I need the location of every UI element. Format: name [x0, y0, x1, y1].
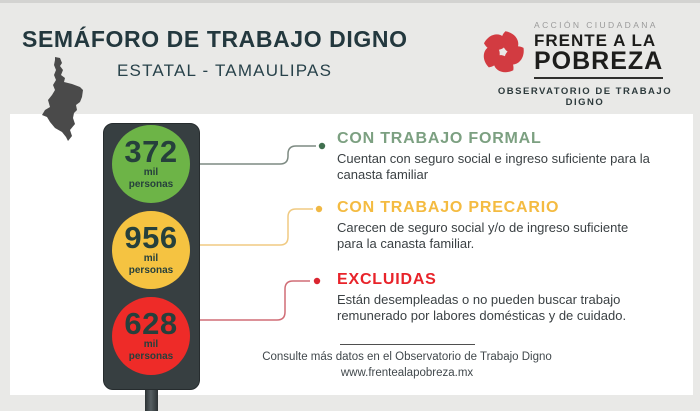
top-edge-strip [0, 0, 700, 3]
section-con-trabajo-precario: CON TRABAJO PRECARIO Carecen de seguro s… [337, 200, 677, 251]
section-con-trabajo-formal: CON TRABAJO FORMAL Cuentan con seguro so… [337, 131, 677, 182]
tamaulipas-map-icon [42, 57, 83, 141]
footer: Consulte más datos en el Observatorio de… [242, 344, 572, 379]
section-body-formal-line2: canasta familiar [337, 166, 429, 182]
pinwheel-logo-icon [483, 31, 524, 73]
red-light-unit1: mil [143, 339, 159, 350]
section-excluidas: EXCLUIDAS Están desempleadas o no pueden… [337, 272, 677, 323]
yellow-light-unit2: personas [128, 264, 174, 276]
green-light-unit1: mil [143, 167, 159, 178]
section-body-precario-line1: Carecen de seguro social y/o de ingreso … [337, 220, 629, 235]
logo-observatory-label: OBSERVATORIO DE TRABAJO DIGNO [497, 86, 673, 108]
red-light: 628 mil personas [112, 297, 190, 375]
section-heading-excluidas: EXCLUIDAS [337, 271, 437, 288]
yellow-light-value: 956 [124, 220, 178, 255]
section-body-excluidas-line1: Están desempleadas o no pueden buscar tr… [337, 292, 621, 307]
footer-url-link[interactable]: www.frentealapobreza.mx [340, 367, 474, 379]
section-body-formal-line1: Cuentan con seguro social e ingreso sufi… [337, 151, 650, 166]
section-heading-precario: CON TRABAJO PRECARIO [337, 199, 560, 216]
traffic-light-pole [145, 390, 158, 411]
section-body-excluidas: Están desempleadas o no pueden buscar tr… [337, 292, 677, 323]
red-light-value: 628 [124, 306, 178, 341]
footer-divider [339, 344, 475, 345]
green-light-unit2: personas [128, 178, 174, 190]
section-body-excluidas-line2: remunerado por labores domésticas y de c… [337, 307, 627, 323]
yellow-light-unit1: mil [143, 253, 159, 264]
yellow-light: 956 mil personas [112, 211, 190, 289]
footer-note: Consulte más datos en el Observatorio de… [262, 351, 552, 363]
section-heading-formal: CON TRABAJO FORMAL [337, 130, 542, 147]
logo-name-line2: POBREZA [534, 46, 664, 75]
logo-top-label: ACCIÓN CIUDADANA [534, 20, 658, 30]
section-body-precario: Carecen de seguro social y/o de ingreso … [337, 220, 677, 251]
logo-text-block: ACCIÓN CIUDADANA FRENTE A LA POBREZA [534, 20, 664, 79]
page-subtitle: ESTATAL - TAMAULIPAS [117, 61, 333, 80]
logo-frente-a-la-pobreza: ACCIÓN CIUDADANA FRENTE A LA POBREZA OBS… [479, 20, 691, 108]
green-light: 372 mil personas [112, 125, 190, 203]
section-body-precario-line2: para la canasta familiar. [337, 235, 475, 251]
section-body-formal: Cuentan con seguro social e ingreso sufi… [337, 151, 677, 182]
logo-name-line1: FRENTE A LA [534, 31, 657, 50]
green-light-value: 372 [124, 134, 178, 169]
logo-row: ACCIÓN CIUDADANA FRENTE A LA POBREZA [479, 20, 691, 80]
page-title: SEMÁFORO DE TRABAJO DIGNO [22, 26, 408, 52]
red-light-unit2: personas [128, 350, 174, 362]
